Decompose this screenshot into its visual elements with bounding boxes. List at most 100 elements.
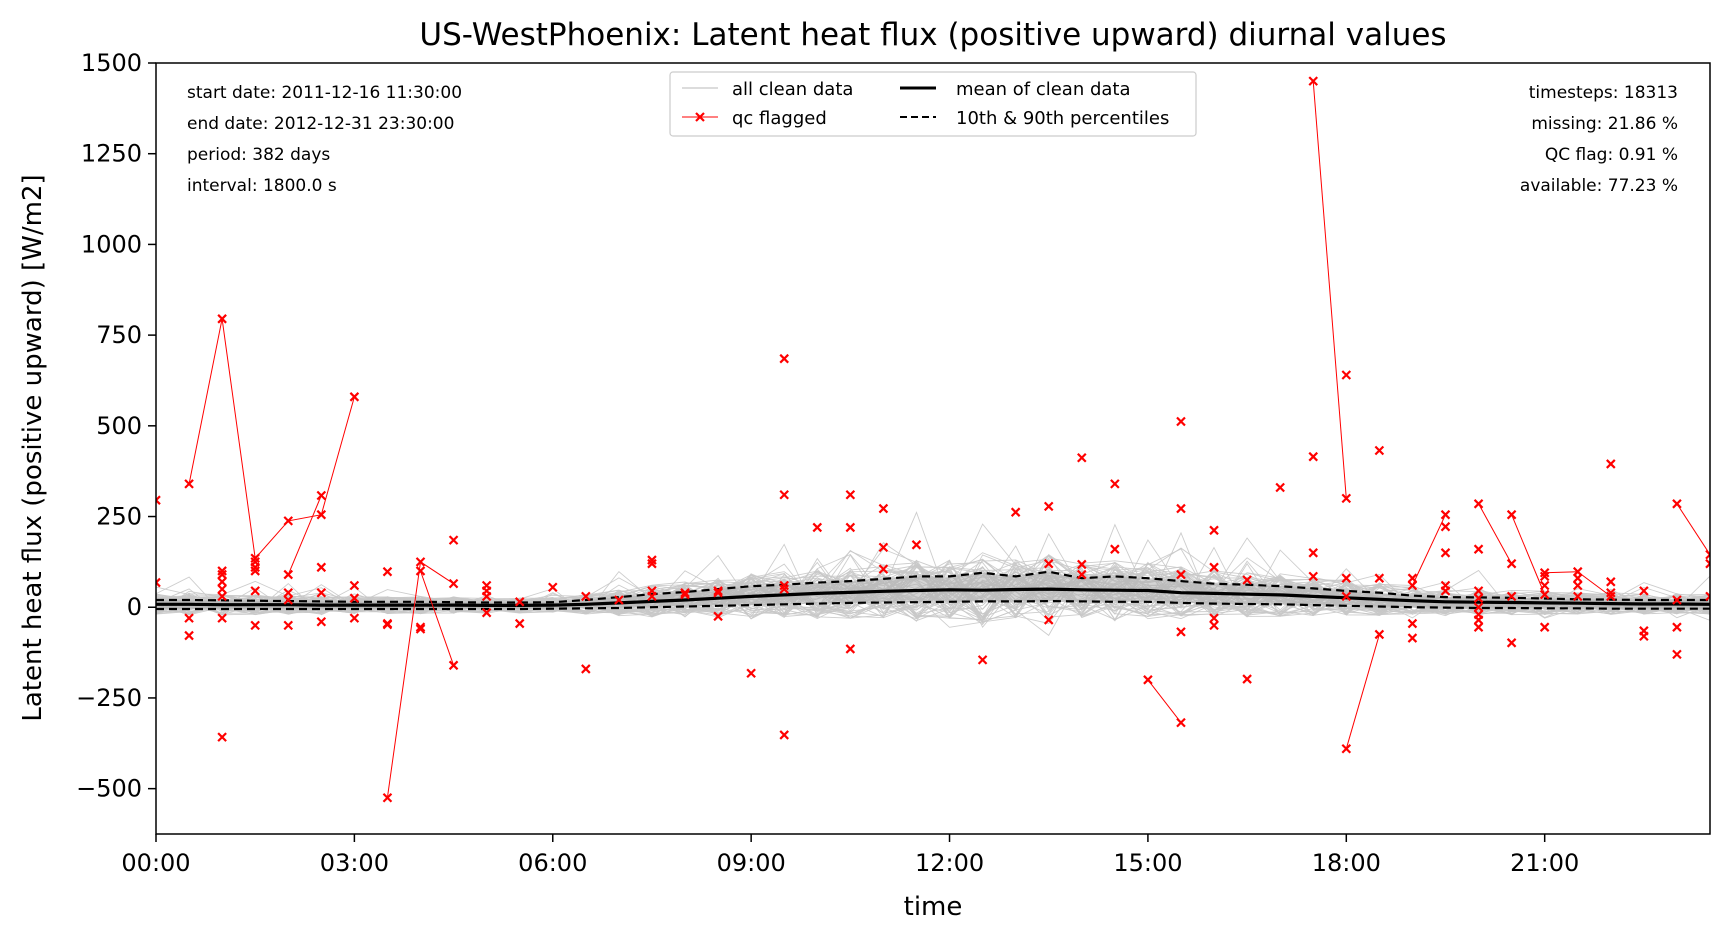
qc-flagged-marker [878, 564, 889, 574]
qc-flagged-marker [1209, 620, 1219, 631]
qc-flagged-marker [1440, 586, 1451, 596]
qc-flagged-marker [1539, 589, 1550, 600]
qc-flagged-marker [713, 611, 723, 622]
qc-flagged-marker [1705, 549, 1710, 560]
legend-label-qc: qc flagged [732, 108, 827, 129]
qc-flagged-marker [845, 489, 856, 500]
qc-flagged-marker [1341, 370, 1352, 380]
qc-flagged-marker [481, 607, 492, 618]
qc-flagged-marker [1606, 591, 1616, 602]
x-tick-label: 09:00 [717, 849, 786, 877]
qc-flagged-marker [1242, 674, 1252, 684]
legend-label-pct: 10th & 90th percentiles [956, 108, 1169, 129]
qc-flagged-marker [1341, 493, 1352, 504]
qc-flagged-marker [1010, 507, 1021, 517]
qc-flagged-marker [1539, 622, 1550, 632]
x-axis-ticks: 00:00 03:00 06:00 09:00 12:00 15:00 18:00 21:00 [121, 834, 1579, 877]
qc-flagged-marker [845, 522, 856, 533]
plot-frame [155, 62, 1711, 835]
qc-flagged-marker [514, 597, 525, 607]
qc-flagged-line [1147, 679, 1182, 723]
qc-flagged-marker [1209, 613, 1219, 623]
qc-flagged-marker [1606, 587, 1616, 598]
qc-flagged-marker [1176, 569, 1186, 580]
qc-flagged-marker [1473, 602, 1484, 613]
info-start-date: start date: 2011-12-16 11:30:00 [187, 83, 462, 103]
qc-flagged-marker [647, 555, 657, 565]
qc-flagged-marker [1539, 567, 1550, 578]
qc-flagged-marker [382, 619, 393, 630]
qc-flagged-marker [1572, 573, 1583, 583]
qc-flagged-marker [1572, 591, 1583, 602]
qc-flagged-line [420, 570, 455, 666]
qc-flagged-marker [1506, 509, 1517, 520]
x-tick-label: 15:00 [1113, 849, 1182, 877]
legend-swatch-qc-marker [695, 112, 705, 122]
qc-flagged-marker [779, 580, 789, 591]
qc-flagged-marker [1539, 571, 1550, 582]
qc-flagged-marker [250, 562, 260, 573]
legend-box [669, 71, 1197, 137]
qc-flagged-marker [1143, 675, 1153, 685]
y-tick-label: 500 [96, 412, 142, 440]
chart-title: US-WestPhoenix: Latent heat flux (positi… [419, 17, 1446, 53]
qc-flagged-marker [1209, 525, 1219, 536]
qc-flagged-layer [156, 76, 1710, 803]
qc-flagged-marker [1506, 591, 1517, 602]
qc-flagged-marker [283, 569, 294, 580]
qc-flagged-line [1411, 514, 1446, 586]
qc-flagged-line [1676, 503, 1710, 555]
qc-flagged-marker [448, 660, 459, 671]
qc-flagged-marker [1407, 618, 1418, 629]
qc-flagged-marker [481, 591, 492, 602]
qc-flagged-marker [1473, 586, 1484, 596]
qc-flagged-marker [1473, 499, 1484, 509]
qc-flagged-marker [1506, 558, 1517, 569]
qc-flagged-marker [382, 566, 393, 577]
qc-flagged-marker [1506, 638, 1517, 648]
qc-flagged-marker [217, 577, 227, 587]
y-tick-label: 0 [127, 593, 142, 621]
info-right: timesteps: 18313 missing: 21.86 % QC fla… [1520, 83, 1678, 196]
qc-flagged-marker [1672, 595, 1682, 605]
qc-flagged-marker [911, 540, 922, 550]
qc-flagged-marker [547, 582, 558, 593]
qc-flagged-marker [779, 730, 789, 740]
qc-flagged-marker [1440, 521, 1451, 532]
qc-flagged-marker [217, 613, 227, 623]
qc-flagged-marker [1539, 580, 1550, 591]
qc-flagged-marker [217, 591, 227, 602]
qc-flagged-marker [1374, 445, 1385, 456]
qc-flagged-marker [1308, 451, 1319, 462]
qc-flagged-marker [1308, 76, 1319, 86]
y-tick-label: 1000 [81, 230, 142, 258]
x-tick-label: 21:00 [1510, 849, 1579, 877]
qc-flagged-line [1312, 81, 1347, 499]
info-end-date: end date: 2012-12-31 23:30:00 [187, 114, 454, 134]
qc-flagged-marker [1176, 503, 1186, 514]
qc-flagged-marker [156, 577, 161, 588]
legend-label-mean: mean of clean data [956, 79, 1131, 100]
qc-flagged-line [1478, 503, 1513, 564]
x-tick-label: 03:00 [320, 849, 389, 877]
qc-flagged-marker [779, 584, 789, 594]
qc-flagged-line [1511, 514, 1546, 595]
qc-flagged-marker [713, 587, 723, 598]
qc-flagged-marker [1341, 573, 1352, 583]
qc-flagged-marker [1341, 591, 1352, 602]
qc-flagged-marker [250, 553, 260, 564]
y-axis-label: Latent heat flux (positive upward) [W/m2… [18, 174, 48, 721]
qc-flagged-marker [217, 732, 227, 742]
qc-flagged-marker [647, 558, 657, 569]
qc-flagged-marker [349, 613, 360, 623]
series-lines [156, 570, 1710, 611]
qc-flagged-marker [217, 584, 227, 594]
qc-flagged-marker [1407, 633, 1418, 643]
qc-flagged-marker [1639, 586, 1649, 596]
qc-flagged-marker [680, 589, 690, 600]
qc-flagged-marker [1110, 479, 1120, 489]
qc-flagged-marker [1473, 593, 1484, 603]
qc-flagged-marker [1407, 580, 1418, 591]
qc-flagged-marker [1341, 743, 1352, 754]
